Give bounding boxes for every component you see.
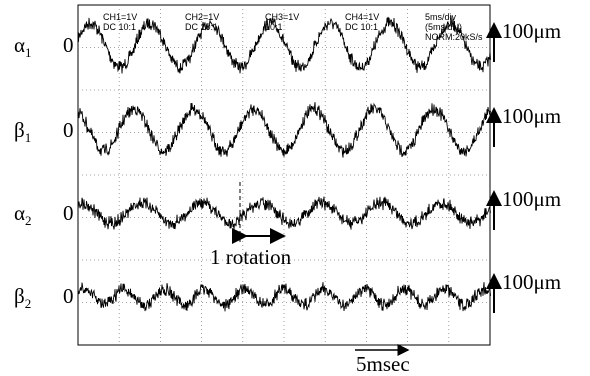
scale-label: 100μm bbox=[502, 270, 561, 294]
zero-label: 0 bbox=[63, 284, 74, 308]
rotation-label: 1 rotation bbox=[210, 245, 292, 269]
trace bbox=[78, 282, 491, 311]
scope-header: 10:1 bbox=[265, 22, 283, 32]
channel-label: β1 bbox=[14, 118, 31, 145]
figure: CH1=1VDC 10:1CH2=1VDC 10:1CH3=1V10:1CH4=… bbox=[0, 0, 590, 376]
scale-label: 100μm bbox=[502, 19, 561, 43]
scope-header: 5ms/div bbox=[425, 12, 457, 22]
channel-label: α1 bbox=[14, 33, 32, 60]
channel-symbol: α bbox=[14, 33, 25, 57]
scale-label: 100μm bbox=[502, 187, 561, 211]
channel-subscript: 1 bbox=[25, 45, 32, 60]
scope-header: CH2=1V bbox=[185, 12, 219, 22]
scope-header: CH3=1V bbox=[265, 12, 299, 22]
channel-label: β2 bbox=[14, 284, 31, 311]
scope-header: CH1=1V bbox=[103, 12, 137, 22]
zero-label: 0 bbox=[63, 201, 74, 225]
channel-symbol: α bbox=[14, 201, 25, 225]
scope-header: DC 10:1 bbox=[185, 22, 218, 32]
channel-subscript: 2 bbox=[25, 213, 32, 228]
scope-header: (5ms/div) bbox=[425, 22, 462, 32]
channel-subscript: 2 bbox=[25, 296, 32, 311]
scale-label: 100μm bbox=[502, 104, 561, 128]
zero-label: 0 bbox=[63, 33, 74, 57]
scope-header: DC 10:1 bbox=[103, 22, 136, 32]
time-label: 5msec bbox=[356, 352, 410, 376]
zero-label: 0 bbox=[63, 118, 74, 142]
scope-header: CH4=1V bbox=[345, 12, 379, 22]
scope-header: NORM:20kS/s bbox=[425, 32, 483, 42]
channel-subscript: 1 bbox=[25, 130, 32, 145]
channel-symbol: β bbox=[14, 284, 25, 308]
grid bbox=[78, 5, 490, 345]
channel-symbol: β bbox=[14, 118, 25, 142]
channel-label: α2 bbox=[14, 201, 32, 228]
scope-header: DC 10:1 bbox=[345, 22, 378, 32]
